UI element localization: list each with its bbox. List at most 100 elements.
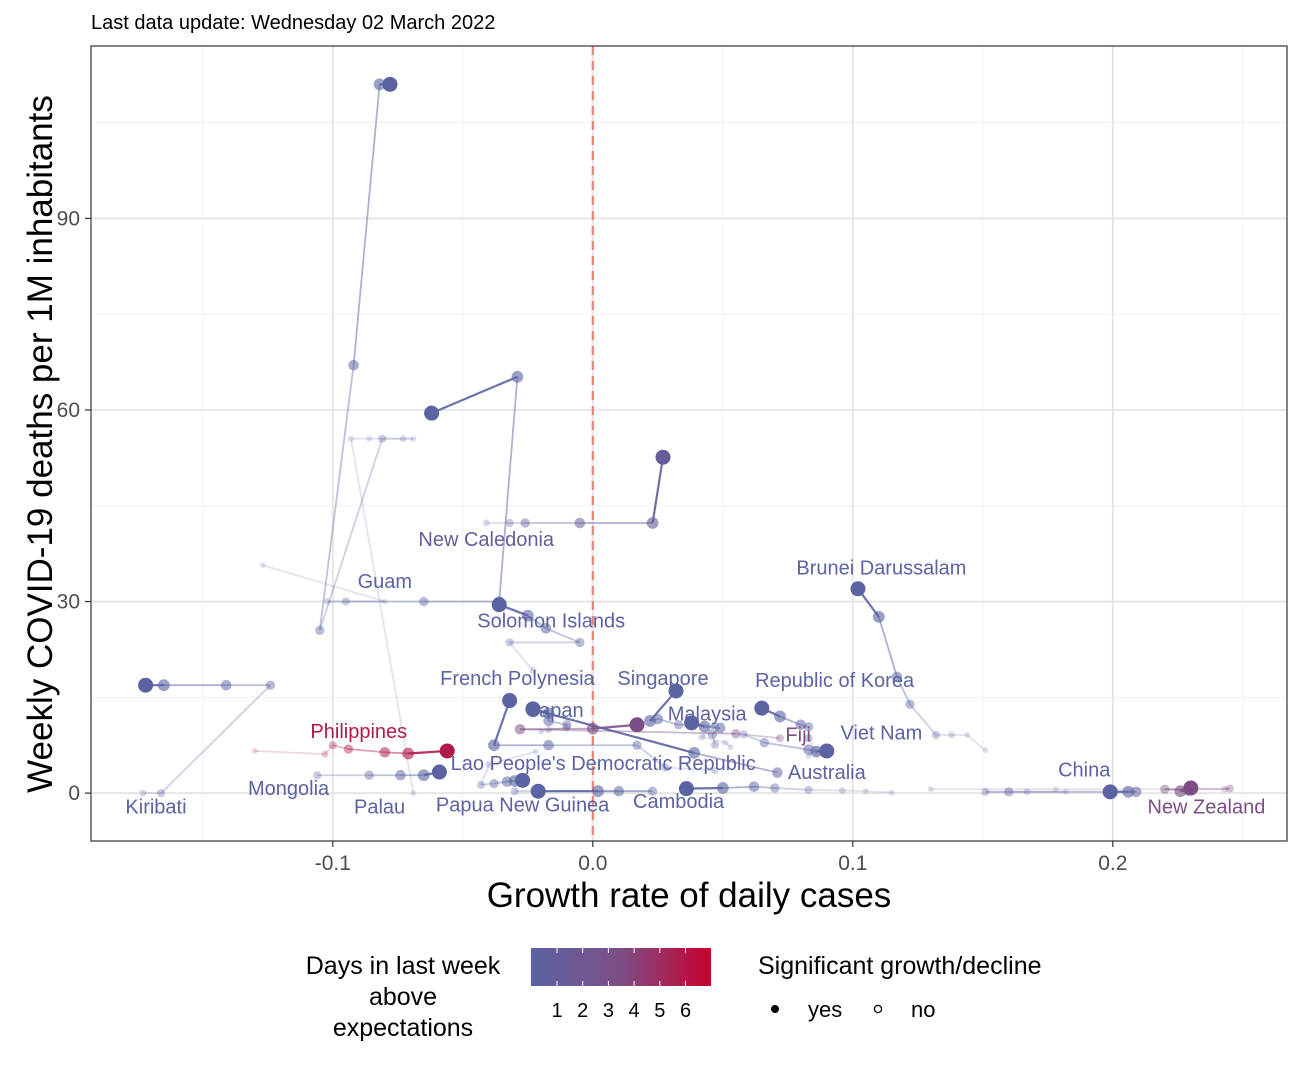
trajectory-segment — [651, 457, 665, 524]
data-point — [515, 772, 531, 788]
data-point — [1052, 786, 1059, 793]
data-point — [379, 746, 391, 758]
country-label-brunei-darussalam: Brunei Darussalam — [796, 558, 966, 580]
data-point — [592, 785, 604, 798]
data-point — [862, 788, 869, 795]
y-tick-label: 60 — [57, 399, 80, 422]
data-point — [328, 741, 337, 750]
data-point — [378, 434, 387, 443]
legend-color-label: 4 — [629, 1000, 640, 1022]
series-cambodia — [678, 781, 895, 797]
data-point — [927, 786, 934, 793]
data-point — [537, 728, 544, 735]
data-point — [850, 581, 866, 597]
data-point — [343, 744, 354, 754]
country-label-republic-of-korea: Republic of Korea — [755, 670, 915, 692]
trajectory-segment — [743, 733, 765, 744]
data-point — [1221, 785, 1229, 793]
x-tick-label: -0.1 — [315, 852, 351, 875]
trajectory-segment — [488, 750, 536, 766]
series-kiribati — [138, 677, 276, 798]
legend-color-label: 6 — [680, 1000, 691, 1022]
trajectory-segment — [735, 732, 781, 740]
trajectory-segment — [532, 708, 695, 754]
legend-color-title-line-1: Days in last week — [306, 952, 501, 980]
data-point — [655, 449, 671, 465]
data-point — [489, 778, 499, 789]
data-point — [774, 710, 786, 723]
data-point — [982, 747, 989, 754]
data-point — [540, 623, 552, 634]
data-point — [731, 729, 741, 739]
series-australia — [525, 701, 783, 778]
country-label-mongolia: Mongolia — [248, 778, 330, 800]
plot-panel-background — [91, 46, 1287, 841]
trajectory-segment — [332, 744, 349, 750]
trajectory-segment — [842, 789, 866, 793]
data-point — [520, 518, 530, 528]
x-tick-label: 0.1 — [838, 852, 867, 875]
data-point — [647, 786, 658, 796]
data-point — [521, 609, 534, 622]
country-label-new-caledonia: New Caledonia — [418, 529, 555, 551]
data-point — [543, 739, 554, 751]
series-solomon-islands — [491, 597, 585, 675]
data-point — [1004, 787, 1014, 797]
data-point — [138, 677, 154, 693]
data-point — [532, 748, 539, 755]
data-point — [382, 76, 398, 92]
data-point — [727, 744, 734, 751]
trajectory-segment — [665, 766, 716, 772]
series-fiji — [514, 717, 785, 743]
country-label-kiribati: Kiribati — [125, 797, 186, 819]
legend-color-label: 3 — [603, 1000, 614, 1022]
legend-colorbar — [531, 948, 711, 986]
data-point — [476, 780, 486, 789]
trajectory-segment — [636, 744, 667, 769]
data-point — [431, 764, 447, 780]
legend-color-title-line-3: expectations — [333, 1014, 473, 1042]
data-point — [251, 747, 258, 754]
data-point — [754, 700, 770, 716]
series-new-zealand — [927, 780, 1234, 798]
data-point — [157, 789, 166, 798]
series-palau — [315, 76, 417, 797]
data-point — [931, 730, 941, 740]
trajectory-segment — [519, 728, 736, 735]
trajectory-segment — [348, 748, 385, 754]
data-point — [775, 734, 785, 743]
legend-shape-yes-label: yes — [808, 997, 842, 1022]
data-point — [321, 750, 329, 758]
data-point — [673, 720, 684, 730]
country-label-singapore: Singapore — [617, 668, 708, 690]
data-point — [891, 671, 903, 683]
data-point — [629, 717, 645, 733]
data-point — [510, 787, 519, 796]
data-point — [964, 732, 971, 738]
data-point — [810, 745, 823, 758]
data-point — [804, 734, 813, 743]
data-point — [505, 638, 514, 647]
data-point — [722, 739, 729, 746]
trajectory-segment — [254, 750, 326, 756]
plot-panel-border — [90, 45, 1288, 842]
data-point — [525, 701, 541, 717]
series-viet-nam — [739, 730, 835, 759]
series-philippines — [251, 741, 455, 760]
trajectory-segment — [160, 684, 272, 794]
series-republic-of-korea — [754, 700, 820, 760]
data-point — [1122, 785, 1135, 798]
data-point — [575, 637, 585, 648]
trajectory-segment — [774, 787, 809, 791]
trajectory-segment — [318, 365, 355, 631]
legend-shape-no-key — [873, 1004, 883, 1014]
data-point — [259, 562, 266, 569]
trajectory-segment — [540, 729, 549, 733]
data-point — [529, 667, 537, 675]
country-label-cambodia: Cambodia — [633, 791, 725, 813]
series-china — [981, 784, 1142, 800]
data-point — [315, 625, 325, 635]
data-point — [1063, 788, 1069, 795]
series-guam — [259, 370, 524, 607]
